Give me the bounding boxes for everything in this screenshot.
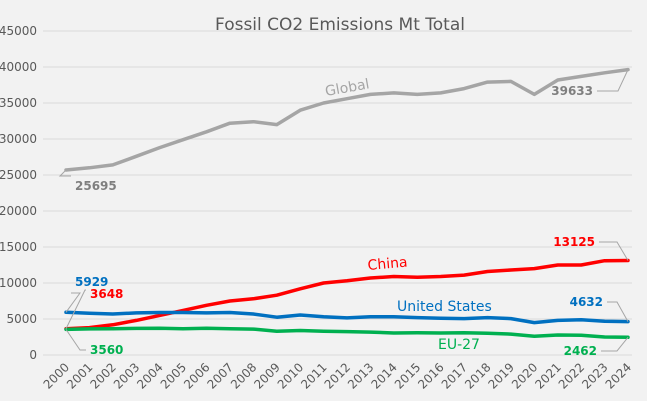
- x-tick-label: 2003: [111, 360, 142, 391]
- y-tick-label: 10000: [0, 276, 37, 290]
- data-label-last-global: 39633: [551, 84, 593, 98]
- data-label-last-eu-27: 2462: [564, 344, 597, 358]
- gridlines: [43, 30, 632, 356]
- x-tick-label: 2004: [134, 360, 165, 391]
- data-labels: Global 25695 39633 China 3648 13125 United Sta…: [58, 69, 629, 358]
- y-tick-label: 15000: [0, 240, 37, 254]
- data-label-last-china: 13125: [553, 235, 595, 249]
- x-tick-label: 2020: [509, 360, 540, 391]
- y-tick-label: 5000: [6, 312, 37, 326]
- series-line-global: [64, 67, 630, 172]
- data-label-last-united-states: 4632: [570, 295, 603, 309]
- x-tick-label: 2019: [486, 360, 517, 391]
- series-lines: [64, 67, 630, 340]
- series-line-united-states: [64, 310, 630, 325]
- series-line-eu-27: [64, 326, 630, 340]
- y-tick-label: 30000: [0, 132, 37, 146]
- y-tick-label: 20000: [0, 204, 37, 218]
- series-name-label-united-states: United States: [397, 299, 492, 315]
- leader-line: [65, 329, 86, 351]
- x-tick-label: 2002: [87, 360, 118, 391]
- x-tick-label: 2018: [462, 360, 493, 391]
- x-tick-label: 2007: [205, 360, 236, 391]
- x-tick-label: 2024: [603, 360, 634, 391]
- x-tick-label: 2022: [556, 360, 587, 391]
- leader-line: [607, 301, 629, 322]
- x-tick-label: 2010: [275, 360, 306, 391]
- leader-line: [58, 169, 71, 177]
- leader-line: [65, 292, 81, 313]
- y-tick-label: 25000: [0, 168, 37, 182]
- x-tick-label: 2001: [64, 360, 95, 391]
- leader-line: [597, 69, 629, 92]
- x-tick-label: 2013: [345, 360, 376, 391]
- leader-line: [599, 241, 629, 261]
- x-tick-label: 2017: [439, 360, 470, 391]
- series-name-label-eu-27: EU-27: [438, 337, 480, 353]
- y-tick-label: 0: [29, 348, 37, 362]
- x-tick-label: 2006: [181, 360, 212, 391]
- y-tick-label: 45000: [0, 24, 37, 38]
- leader-line: [65, 289, 86, 329]
- x-tick-label: 2023: [579, 360, 610, 391]
- series-name-label-china: China: [367, 255, 408, 274]
- data-label-first-eu-27: 3560: [90, 343, 123, 357]
- x-tick-label: 2016: [415, 360, 446, 391]
- x-tick-label: 2009: [251, 360, 282, 391]
- data-label-first-united-states: 5929: [75, 275, 108, 289]
- y-tick-label: 40000: [0, 60, 37, 74]
- data-label-first-global: 25695: [75, 179, 117, 193]
- series-line-china: [64, 258, 630, 331]
- y-tick-label: 35000: [0, 96, 37, 110]
- x-tick-label: 2005: [158, 360, 189, 391]
- y-axis-ticks: 0 5000 10000 15000 20000 25000 30000 35000 40000…: [0, 24, 37, 362]
- x-tick-label: 2015: [392, 360, 423, 391]
- x-tick-label: 2012: [322, 360, 353, 391]
- x-tick-label: 2008: [228, 360, 259, 391]
- x-tick-label: 2021: [532, 360, 563, 391]
- data-label-first-china: 3648: [90, 287, 123, 301]
- x-tick-label: 2014: [368, 360, 399, 391]
- chart-title: Fossil CO2 Emissions Mt Total: [215, 15, 465, 35]
- leader-line: [601, 336, 629, 352]
- series-name-label-global: Global: [324, 76, 371, 100]
- x-tick-label: 2011: [298, 360, 329, 391]
- x-axis-ticks: 2000200120022003200420052006200720082009…: [41, 360, 634, 391]
- x-tick-label: 2000: [41, 360, 72, 391]
